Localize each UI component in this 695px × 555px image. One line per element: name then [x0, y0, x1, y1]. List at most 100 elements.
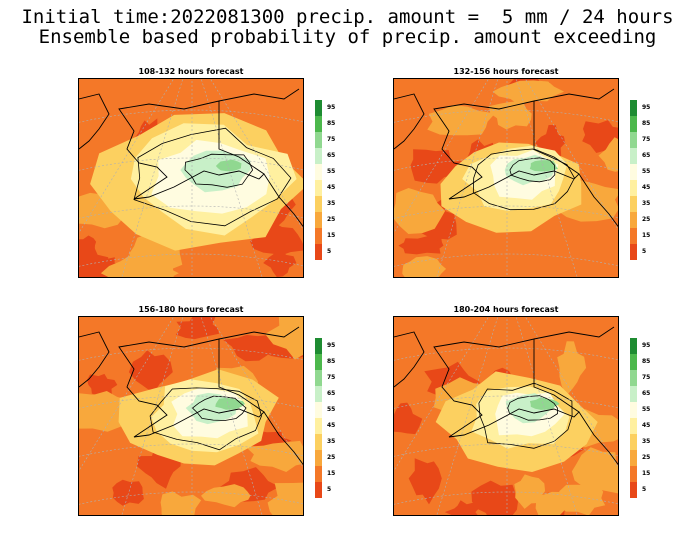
colorbar-label: 35: [642, 438, 651, 445]
colorbar-swatch: [315, 132, 322, 148]
colorbar-swatch: [630, 386, 637, 402]
colorbar-label: 25: [327, 216, 336, 223]
colorbar-swatch: [315, 370, 322, 386]
forecast-panel-2: 132-156 hours forecast 95 85 75 65 55 45 35 25 1…: [393, 67, 693, 317]
colorbar-swatch: [315, 418, 322, 434]
colorbar-label: 55: [327, 406, 336, 413]
colorbar-label: 5: [642, 248, 647, 255]
colorbar-swatch: [315, 212, 322, 228]
colorbar-swatch: [630, 434, 637, 450]
colorbar-swatch: [630, 196, 637, 212]
colorbar: 95 85 75 65 55 45 35 25 15 5: [315, 338, 345, 498]
colorbar-label: 45: [642, 184, 651, 191]
colorbar-swatch: [315, 180, 322, 196]
panel-title: 156-180 hours forecast: [138, 305, 244, 314]
probability-map: [78, 78, 304, 278]
chart-title-line-2: Ensemble based probability of precip. am…: [38, 26, 657, 48]
colorbar-swatch: [315, 338, 322, 354]
colorbar-label: 65: [327, 390, 336, 397]
colorbar-label: 75: [327, 136, 336, 143]
colorbar-swatch: [630, 244, 637, 260]
colorbar-swatch: [315, 482, 322, 498]
colorbar-label: 5: [642, 486, 647, 493]
colorbar-swatch: [315, 148, 322, 164]
colorbar-label: 25: [327, 454, 336, 461]
colorbar-label: 5: [327, 486, 332, 493]
map-canvas: [79, 317, 303, 515]
colorbar-swatch: [630, 450, 637, 466]
colorbar-label: 85: [642, 120, 651, 127]
colorbar-label: 95: [327, 342, 336, 349]
colorbar-swatch: [315, 466, 322, 482]
colorbar-label: 75: [642, 136, 651, 143]
colorbar-label: 85: [327, 358, 336, 365]
colorbar-swatch: [315, 354, 322, 370]
colorbar: 95 85 75 65 55 45 35 25 15 5: [630, 338, 660, 498]
colorbar-swatch: [315, 450, 322, 466]
colorbar-label: 85: [642, 358, 651, 365]
colorbar-label: 85: [327, 120, 336, 127]
colorbar-swatch: [315, 402, 322, 418]
chart-title-line-1: Initial time:2022081300 precip. amount =…: [21, 6, 674, 28]
colorbar-swatch: [315, 100, 322, 116]
colorbar-label: 65: [642, 152, 651, 159]
colorbar: 95 85 75 65 55 45 35 25 15 5: [630, 100, 660, 260]
colorbar-label: 75: [327, 374, 336, 381]
colorbar-swatch: [630, 116, 637, 132]
colorbar-label: 35: [327, 438, 336, 445]
colorbar-swatch: [630, 402, 637, 418]
colorbar-swatch: [630, 180, 637, 196]
colorbar: 95 85 75 65 55 45 35 25 15 5: [315, 100, 345, 260]
colorbar-swatch: [630, 338, 637, 354]
forecast-panel-4: 180-204 hours forecast 95 85 75 65 55 45 35 25 1…: [393, 305, 693, 555]
colorbar-label: 95: [327, 104, 336, 111]
colorbar-label: 15: [642, 232, 651, 239]
colorbar-label: 25: [642, 216, 651, 223]
colorbar-label: 95: [642, 104, 651, 111]
colorbar-swatch: [315, 244, 322, 260]
colorbar-swatch: [630, 164, 637, 180]
colorbar-label: 75: [642, 374, 651, 381]
map-canvas: [79, 79, 303, 277]
colorbar-swatch: [630, 370, 637, 386]
colorbar-label: 5: [327, 248, 332, 255]
colorbar-swatch: [630, 148, 637, 164]
map-canvas: [394, 317, 618, 515]
colorbar-label: 15: [327, 232, 336, 239]
probability-map: [393, 78, 619, 278]
forecast-panel-3: 156-180 hours forecast 95 85 75 65 55 45 35 25 1…: [78, 305, 378, 555]
colorbar-swatch: [630, 100, 637, 116]
colorbar-label: 45: [327, 184, 336, 191]
colorbar-swatch: [630, 212, 637, 228]
colorbar-label: 25: [642, 454, 651, 461]
colorbar-label: 45: [327, 422, 336, 429]
probability-map: [393, 316, 619, 516]
colorbar-label: 15: [327, 470, 336, 477]
colorbar-swatch: [315, 116, 322, 132]
colorbar-label: 65: [642, 390, 651, 397]
colorbar-swatch: [630, 354, 637, 370]
colorbar-label: 45: [642, 422, 651, 429]
colorbar-label: 55: [327, 168, 336, 175]
panel-title: 132-156 hours forecast: [453, 67, 559, 76]
colorbar-label: 95: [642, 342, 651, 349]
colorbar-label: 55: [642, 406, 651, 413]
colorbar-swatch: [630, 466, 637, 482]
panel-title: 108-132 hours forecast: [138, 67, 244, 76]
colorbar-swatch: [630, 228, 637, 244]
colorbar-swatch: [315, 196, 322, 212]
colorbar-swatch: [630, 132, 637, 148]
colorbar-swatch: [630, 482, 637, 498]
colorbar-swatch: [315, 228, 322, 244]
map-canvas: [394, 79, 618, 277]
colorbar-label: 65: [327, 152, 336, 159]
colorbar-label: 35: [642, 200, 651, 207]
colorbar-swatch: [315, 386, 322, 402]
panel-title: 180-204 hours forecast: [453, 305, 559, 314]
colorbar-label: 15: [642, 470, 651, 477]
probability-map: [78, 316, 304, 516]
colorbar-swatch: [315, 434, 322, 450]
colorbar-label: 35: [327, 200, 336, 207]
colorbar-swatch: [630, 418, 637, 434]
colorbar-swatch: [315, 164, 322, 180]
